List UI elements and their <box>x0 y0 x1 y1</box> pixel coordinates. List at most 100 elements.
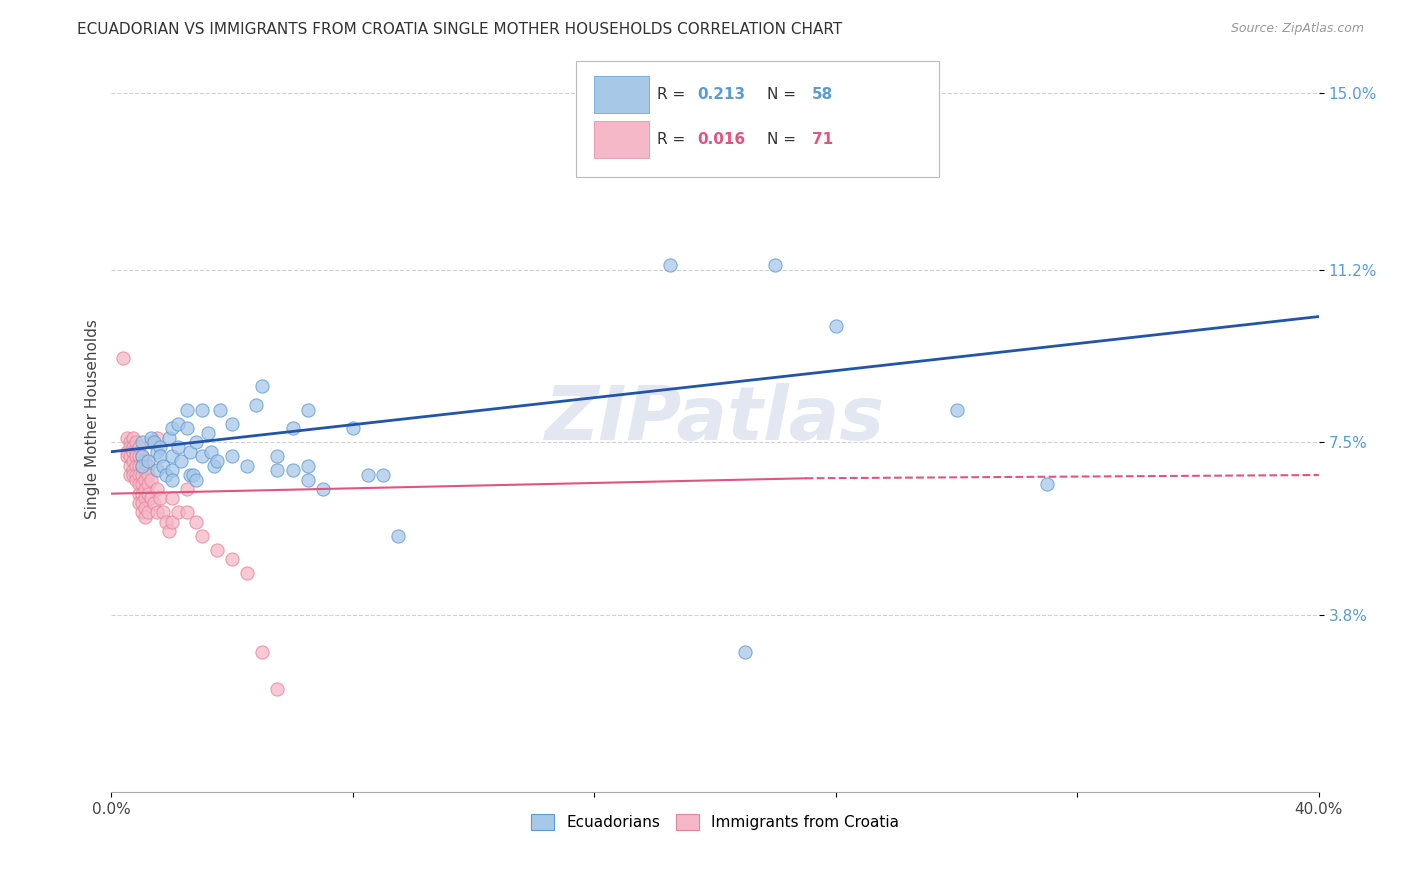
Point <box>266 463 288 477</box>
Point <box>131 486 153 500</box>
FancyBboxPatch shape <box>576 62 938 177</box>
Point <box>115 444 138 458</box>
Point <box>124 458 146 473</box>
Point <box>139 491 162 506</box>
Point <box>145 463 167 477</box>
Point <box>312 482 335 496</box>
Point <box>139 473 162 487</box>
Point <box>118 468 141 483</box>
Point <box>142 496 165 510</box>
Point <box>166 417 188 431</box>
Point <box>134 510 156 524</box>
Point <box>124 473 146 487</box>
Point <box>157 524 180 538</box>
Point <box>128 486 150 500</box>
Text: N =: N = <box>768 132 801 147</box>
Point <box>155 468 177 483</box>
Point <box>118 450 141 464</box>
Point <box>128 440 150 454</box>
Y-axis label: Single Mother Households: Single Mother Households <box>86 319 100 519</box>
Point <box>121 454 143 468</box>
Point <box>266 450 288 464</box>
Point <box>112 351 135 366</box>
Point <box>134 500 156 515</box>
Point <box>131 458 153 473</box>
Text: R =: R = <box>657 87 690 103</box>
FancyBboxPatch shape <box>595 120 648 158</box>
Text: 0.016: 0.016 <box>697 132 745 147</box>
Point <box>221 552 243 566</box>
Point <box>131 458 153 473</box>
Point <box>139 435 162 450</box>
Point <box>121 431 143 445</box>
Point <box>128 468 150 483</box>
Point <box>209 402 232 417</box>
Point <box>371 468 394 483</box>
Point <box>128 496 150 510</box>
Point <box>166 440 188 454</box>
Point <box>131 505 153 519</box>
Point <box>157 431 180 445</box>
Point <box>945 402 967 417</box>
Point <box>245 398 267 412</box>
Point <box>145 505 167 519</box>
Point <box>136 454 159 468</box>
Point <box>734 645 756 659</box>
Text: Source: ZipAtlas.com: Source: ZipAtlas.com <box>1230 22 1364 36</box>
Point <box>118 440 141 454</box>
Point <box>170 454 193 468</box>
Point <box>184 473 207 487</box>
Point <box>131 435 153 450</box>
Point <box>297 402 319 417</box>
Point <box>160 473 183 487</box>
Text: 58: 58 <box>811 87 832 103</box>
Point <box>152 458 174 473</box>
Point <box>128 450 150 464</box>
Point <box>658 258 681 272</box>
Point <box>121 444 143 458</box>
Point <box>142 435 165 450</box>
FancyBboxPatch shape <box>595 76 648 113</box>
Point <box>149 450 172 464</box>
Point <box>160 515 183 529</box>
Point <box>124 468 146 483</box>
Text: ZIPatlas: ZIPatlas <box>546 383 886 456</box>
Point <box>281 463 304 477</box>
Point <box>357 468 380 483</box>
Point <box>297 458 319 473</box>
Point <box>191 402 214 417</box>
Point <box>134 463 156 477</box>
Point <box>160 491 183 506</box>
Point <box>281 421 304 435</box>
Point <box>118 435 141 450</box>
Point <box>152 505 174 519</box>
Point <box>184 435 207 450</box>
Point <box>200 444 222 458</box>
Point <box>131 496 153 510</box>
Point <box>342 421 364 435</box>
Point <box>252 379 274 393</box>
Point <box>128 458 150 473</box>
Point <box>121 463 143 477</box>
Point <box>131 450 153 464</box>
Point <box>613 142 636 156</box>
Point <box>1036 477 1059 491</box>
Point <box>184 515 207 529</box>
Point <box>139 431 162 445</box>
Point <box>115 431 138 445</box>
Point <box>160 421 183 435</box>
Point <box>765 258 787 272</box>
Point <box>121 468 143 483</box>
Text: ECUADORIAN VS IMMIGRANTS FROM CROATIA SINGLE MOTHER HOUSEHOLDS CORRELATION CHART: ECUADORIAN VS IMMIGRANTS FROM CROATIA SI… <box>77 22 842 37</box>
Point <box>236 566 259 580</box>
Point <box>205 454 228 468</box>
Point <box>134 482 156 496</box>
Point <box>191 528 214 542</box>
Point <box>136 486 159 500</box>
Point <box>124 444 146 458</box>
Point <box>136 458 159 473</box>
Point <box>266 682 288 697</box>
Point <box>825 318 848 333</box>
Point <box>115 450 138 464</box>
Point <box>145 444 167 458</box>
